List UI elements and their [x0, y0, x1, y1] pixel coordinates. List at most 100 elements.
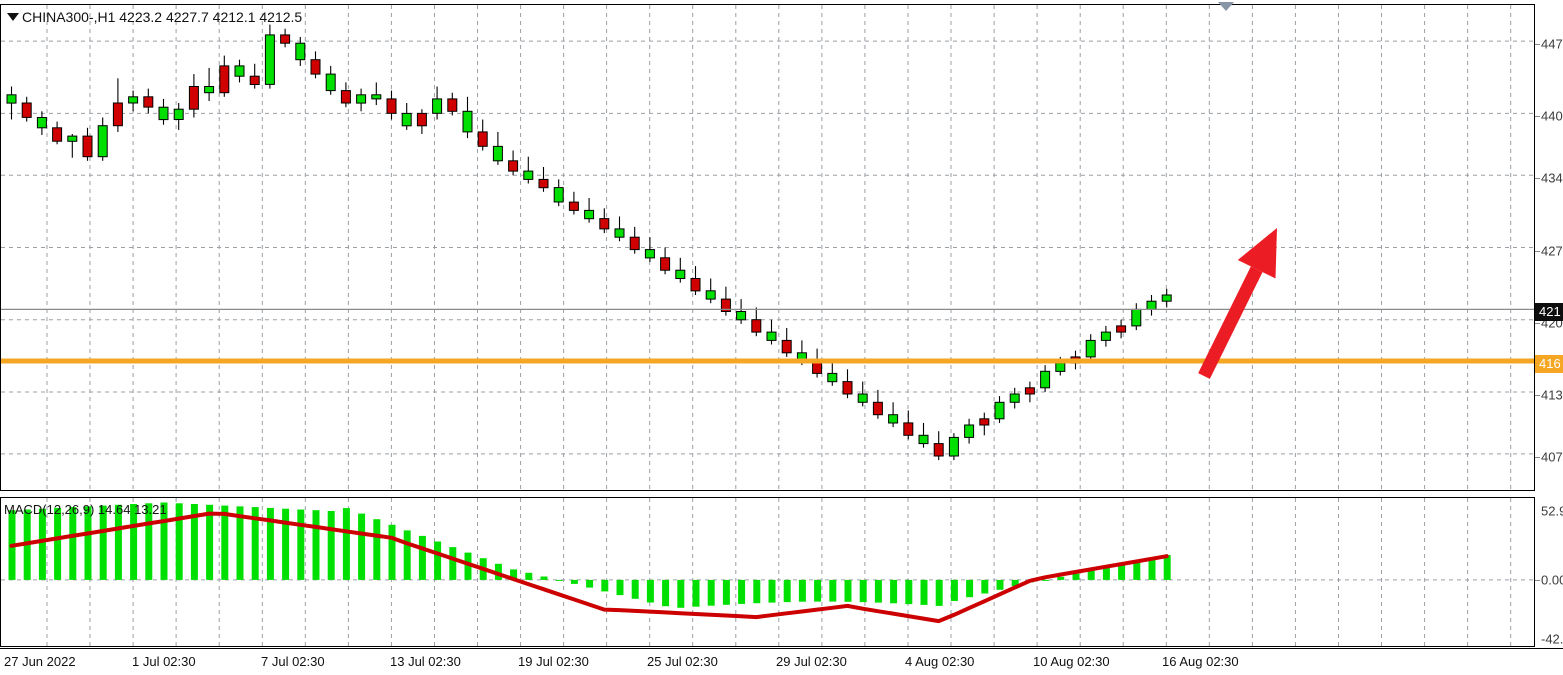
macd-histogram-bar: [388, 524, 396, 580]
candle-body: [736, 311, 747, 321]
candle-body: [447, 98, 458, 112]
candle-body: [964, 424, 975, 438]
candle-body: [1131, 308, 1142, 327]
bullish-trend-arrow[interactable]: [1198, 228, 1277, 379]
level-price-badge[interactable]: 416: [1535, 355, 1563, 373]
candle-body: [82, 135, 93, 158]
candle-body: [933, 443, 944, 457]
macd-histogram-bar: [950, 579, 958, 601]
macd-histogram-bar: [312, 510, 320, 580]
macd-histogram-bar: [464, 552, 472, 580]
triangle-down-icon[interactable]: [7, 13, 19, 21]
candle-body: [356, 94, 367, 104]
time-axis-label: 19 Jul 02:30: [518, 654, 589, 669]
candle-body: [477, 131, 488, 147]
macd-histogram-bar: [631, 579, 639, 599]
candle-body: [568, 201, 579, 211]
macd-histogram-bar: [798, 579, 806, 602]
arrow-shaft: [1198, 266, 1263, 379]
candle-body: [827, 372, 838, 383]
candle-body: [295, 42, 306, 61]
macd-signal-line: [9, 511, 1169, 624]
candle-body: [158, 106, 169, 121]
macd-header-label: MACD(12,26,9) 14.64 13.21: [4, 502, 167, 517]
macd-histogram-bar: [266, 507, 274, 580]
candle-body: [416, 112, 427, 127]
candle-body: [143, 96, 154, 108]
candle-body: [21, 102, 32, 118]
macd-histogram-bar: [570, 579, 578, 584]
candle-body: [508, 160, 519, 172]
candle-body: [538, 178, 549, 189]
candle-body: [6, 94, 17, 104]
candle-body: [1024, 387, 1035, 395]
candle-body: [660, 257, 671, 271]
macd-histogram-bar: [1102, 567, 1110, 580]
macd-histogram-bar: [190, 504, 198, 580]
macd-histogram-bar: [54, 507, 62, 580]
candle-body: [523, 170, 534, 180]
candle-body: [599, 218, 610, 230]
candle-body: [690, 278, 701, 292]
macd-indicator-panel[interactable]: MACD(12,26,9) 14.64 13.21: [0, 497, 1535, 647]
candle-body: [888, 414, 899, 424]
macd-histogram-bar: [981, 579, 989, 594]
macd-vertical-gridlines: [46, 498, 1512, 646]
last-price-badge: 421: [1535, 303, 1563, 322]
macd-histogram-bar: [282, 508, 290, 580]
price-axis-label: 434: [1541, 170, 1563, 186]
macd-histogram-bar: [494, 563, 502, 580]
axis-tick: [1535, 250, 1540, 252]
macd-histogram-bar: [814, 579, 822, 602]
time-axis-label: 7 Jul 02:30: [261, 654, 325, 669]
candle-body: [979, 418, 990, 426]
candle-body: [204, 86, 215, 94]
macd-histogram-bar: [1118, 564, 1126, 580]
candle-body: [1009, 393, 1020, 403]
price-axis-label: 407: [1541, 449, 1563, 465]
macd-histogram-bar: [38, 508, 46, 580]
macd-histogram-bar: [525, 572, 533, 580]
macd-axis-label: 52.9: [1541, 503, 1563, 519]
price-plot-canvas[interactable]: [1, 5, 1534, 490]
time-axis-label: 1 Jul 02:30: [132, 654, 196, 669]
macd-histogram-bar: [403, 530, 411, 580]
candle-body: [264, 34, 275, 85]
time-axis[interactable]: 27 Jun 2022 1 Jul 02:30 7 Jul 02:30 13 Jul …: [0, 648, 1563, 675]
macd-histogram-bar: [221, 505, 229, 580]
chart-top-marker-icon: [1218, 2, 1234, 11]
macd-histogram-bar: [996, 579, 1004, 590]
macd-histogram-bar: [646, 579, 654, 603]
macd-axis[interactable]: 52.9 0.00 -42.7: [1535, 497, 1563, 647]
macd-histogram-bar: [1072, 573, 1080, 580]
candle-body: [386, 98, 397, 114]
macd-histogram-bar: [373, 519, 381, 580]
macd-histogram-bar: [920, 579, 928, 605]
candle-body: [857, 393, 868, 403]
macd-histogram-bar: [844, 579, 852, 602]
macd-histogram-bar: [449, 547, 457, 580]
candle-body: [340, 90, 351, 104]
candle-body: [1116, 325, 1127, 333]
axis-tick: [1535, 116, 1540, 118]
price-axis[interactable]: 447 440 434 427 420 413 407 421 416: [1535, 4, 1563, 491]
macd-histogram-bar: [175, 503, 183, 580]
candle-body: [553, 187, 564, 203]
macd-histogram-bar: [236, 506, 244, 580]
time-axis-label: 16 Aug 02:30: [1162, 654, 1239, 669]
macd-histogram-bar: [616, 579, 624, 596]
macd-histogram-bar: [145, 503, 153, 580]
macd-histogram-bar: [69, 507, 77, 580]
candle-body: [644, 249, 655, 259]
macd-axis-label: -42.7: [1541, 631, 1563, 647]
candle-body: [173, 108, 184, 120]
candle-body: [842, 381, 853, 395]
candle-body: [234, 65, 245, 77]
price-chart-panel[interactable]: [0, 4, 1535, 491]
macd-histogram-bar: [555, 579, 563, 581]
macd-histogram-bar: [1042, 579, 1050, 581]
macd-plot-canvas[interactable]: [1, 498, 1534, 646]
candle-body: [1100, 331, 1111, 341]
candlestick-series[interactable]: [6, 24, 1172, 461]
macd-histogram-bar: [829, 579, 837, 602]
